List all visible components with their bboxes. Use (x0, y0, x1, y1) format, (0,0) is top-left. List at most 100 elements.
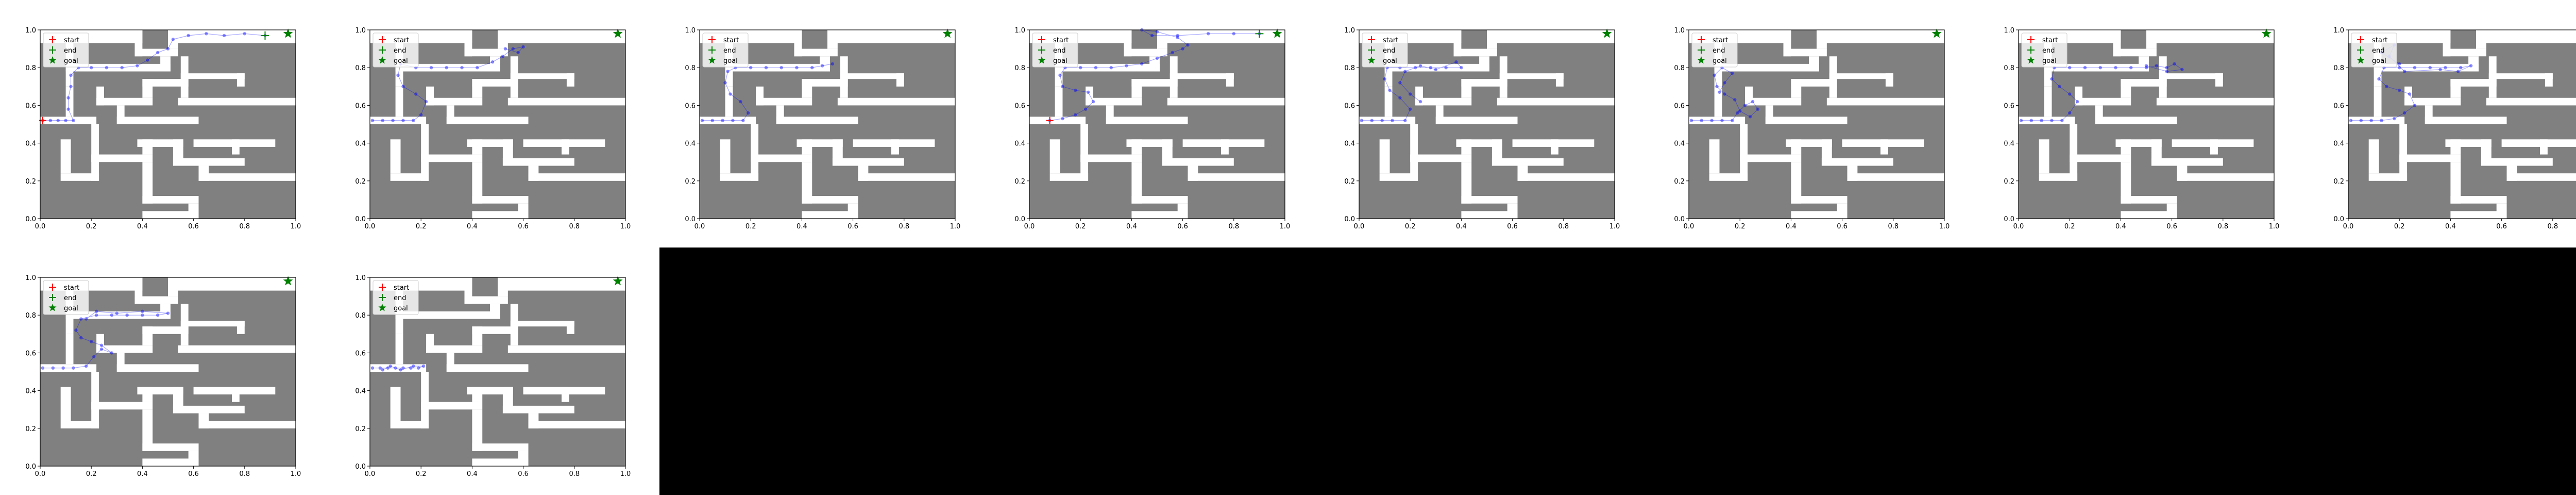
trajectory-point (1155, 30, 1159, 34)
trajectory-point (2398, 88, 2401, 92)
maze-corridor (1167, 97, 1285, 106)
maze-corridor (1817, 30, 1944, 43)
maze-corridor (1049, 173, 1089, 181)
trajectory-point (424, 100, 428, 104)
maze-corridor (421, 372, 429, 428)
trajectory-point (1388, 88, 1392, 92)
trajectory-point (171, 38, 175, 41)
y-tick-label: 1.0 (1014, 27, 1025, 35)
maze-corridor (1487, 30, 1615, 43)
trajectory-point (1207, 32, 1210, 36)
maze-corridor (142, 458, 199, 466)
legend-goal-icon (708, 56, 716, 64)
maze-corridor (40, 117, 97, 124)
trajectory-point (84, 364, 88, 368)
trajectory-point (728, 92, 732, 96)
y-tick-label: 0.2 (1344, 178, 1355, 186)
maze-corridor (2159, 73, 2223, 79)
trajectory-point (1094, 66, 1098, 70)
maze-corridor (2399, 154, 2461, 162)
y-tick-label: 0.8 (2333, 64, 2344, 72)
trajectory-point (1109, 66, 1113, 70)
maze-corridor (502, 405, 574, 414)
trajectory-point (115, 311, 118, 315)
trajectory-point (48, 119, 53, 122)
maze-corridor (1080, 124, 1089, 181)
y-tick-label: 0.2 (2004, 178, 2014, 186)
maze-corridor (840, 73, 904, 79)
axes-frame (2348, 29, 2576, 219)
maze-corridor (2075, 97, 2131, 106)
legend-end-icon (379, 46, 386, 54)
trajectory-line (702, 63, 833, 121)
maze-corridor (1740, 124, 1748, 181)
maze-corridor (142, 326, 189, 334)
maze-corridor (1435, 117, 1518, 124)
goal-marker (613, 28, 623, 38)
maze-corridor (193, 139, 276, 147)
maze-corridor (1885, 73, 1893, 87)
trajectory-point (490, 60, 495, 64)
x-tick-label: 1.0 (950, 223, 961, 230)
x-tick-label: 1.0 (620, 223, 631, 230)
maze-corridor (2215, 73, 2223, 87)
legend-end-icon (2027, 46, 2035, 54)
legend: start end goal (2021, 32, 2067, 68)
trajectory-point (205, 32, 208, 36)
maze-corridor (1709, 139, 1720, 174)
axes-frame (1359, 29, 1615, 219)
trajectory-point (1380, 119, 1384, 122)
trajectory-point (1360, 119, 1364, 122)
maze-corridor (2488, 73, 2553, 79)
trajectory-point (2040, 119, 2043, 122)
trajectory-point (2402, 70, 2406, 73)
x-tick-label: 1.0 (1280, 223, 1291, 230)
trajectory-point (66, 107, 70, 111)
y-tick-label: 0.0 (1014, 216, 1025, 223)
trajectory-point (69, 85, 73, 88)
maze-corridor (467, 387, 513, 394)
trajectory-point (1079, 66, 1082, 70)
trajectory-point (1731, 119, 1734, 122)
legend-start-icon (1038, 36, 1045, 43)
x-tick-label: 0.2 (2394, 223, 2405, 230)
x-tick-label: 1.0 (291, 223, 301, 230)
trajectory (700, 62, 835, 122)
trajectory-point (401, 366, 405, 370)
trajectory-point (399, 368, 402, 372)
x-tick-label: 1.0 (620, 470, 631, 478)
legend: start end goal (702, 32, 749, 68)
x-tick-label: 0.2 (416, 223, 427, 230)
maze-corridor (1182, 139, 1265, 147)
trajectory-point (90, 340, 93, 343)
x-tick-label: 0.8 (1228, 223, 1239, 230)
legend-box (1691, 32, 1738, 68)
trajectory-point (731, 119, 735, 122)
maze-corridor (1555, 73, 1564, 87)
maze-corridor (1499, 73, 1564, 79)
legend-start-icon (49, 36, 56, 43)
x-tick-label: 0.0 (694, 223, 705, 230)
trajectory-point (1181, 47, 1184, 51)
maze-corridor (725, 63, 830, 72)
trajectory-point (1150, 34, 1154, 38)
legend: start end goal (1691, 32, 1738, 68)
maze-corridor (426, 345, 483, 353)
maze-corridor (1714, 86, 1722, 117)
maze-corridor (490, 56, 500, 72)
y-tick-label: 0.8 (25, 312, 36, 320)
maze-corridor (566, 73, 574, 87)
legend-label-goal: goal (394, 57, 408, 65)
y-tick-label: 0.8 (1344, 64, 1355, 72)
maze-corridor (60, 139, 71, 174)
trajectory-line (43, 311, 168, 369)
y-tick-label: 0.2 (685, 178, 696, 186)
maze-corridor (1055, 86, 1063, 117)
maze-corridor (472, 326, 518, 334)
maze-corridor (2151, 158, 2223, 166)
maze-corridor (91, 402, 153, 410)
maze-corridor (1384, 86, 1393, 117)
trajectory-point (99, 343, 104, 347)
legend-start-icon (379, 284, 386, 291)
trajectory-point (726, 70, 730, 73)
